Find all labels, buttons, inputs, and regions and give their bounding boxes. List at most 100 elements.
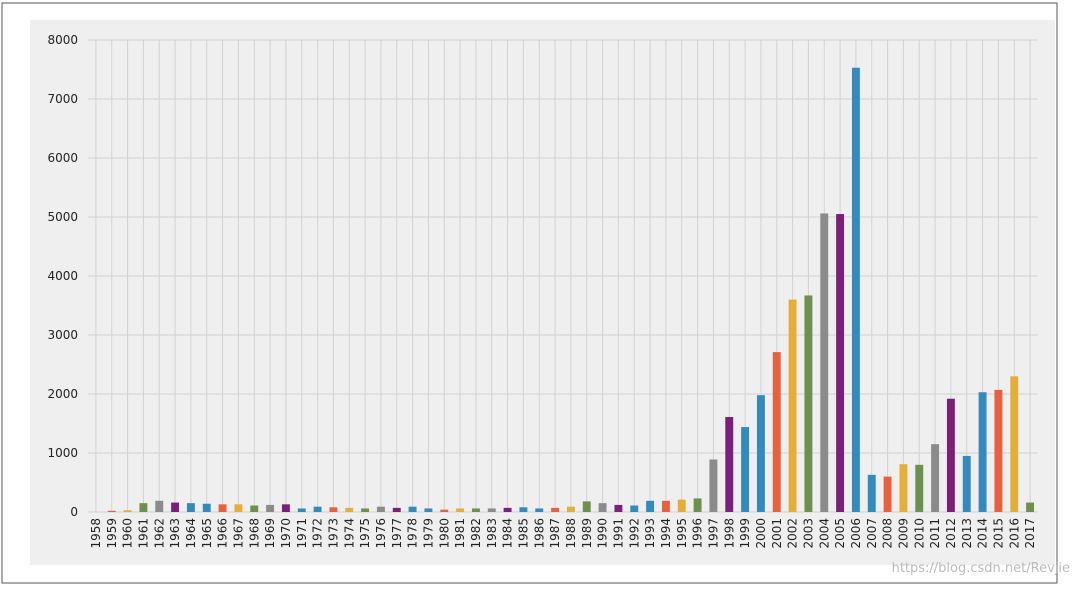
bar [551,507,560,512]
bar [234,504,243,512]
x-tick-label: 1967 [231,518,245,549]
bar [376,506,385,512]
bar [297,508,306,512]
bar [614,504,623,512]
x-tick-label: 1978 [406,518,420,549]
bar [440,509,449,512]
bar [313,506,322,512]
bar [867,474,876,512]
bar [915,464,924,512]
x-tick-label: 1994 [659,518,673,549]
x-tick-label: 2005 [833,518,847,549]
x-tick-label: 1984 [501,518,515,549]
x-tick-label: 1969 [263,518,277,549]
x-tick-label: 2003 [801,518,815,549]
x-tick-label: 1976 [374,518,388,549]
bar [1010,376,1019,512]
bar [677,499,686,512]
y-tick-label: 3000 [47,328,78,342]
x-tick-label: 2010 [912,518,926,549]
x-tick-label: 1965 [200,518,214,549]
y-tick-label: 6000 [47,151,78,165]
x-tick-label: 1970 [279,518,293,549]
bar [456,508,465,512]
bar [962,455,971,512]
bar [392,507,401,512]
x-tick-label: 1996 [691,518,705,549]
bar [535,508,544,512]
chart-background [30,20,1055,565]
bar [946,398,955,512]
bar [345,507,354,512]
bar [1026,502,1035,512]
x-tick-label: 2015 [991,518,1005,549]
x-tick-label: 1966 [216,518,230,549]
x-tick-label: 1958 [89,518,103,549]
bar [804,295,813,512]
bar [851,67,860,512]
x-tick-label: 2013 [960,518,974,549]
bar [266,504,275,512]
x-tick-label: 2009 [896,518,910,549]
bar [661,500,670,512]
bar [171,502,180,512]
bar [155,500,164,512]
x-tick-label: 1973 [326,518,340,549]
x-tick-label: 1990 [596,518,610,549]
x-tick-label: 1959 [105,518,119,549]
bar [503,507,512,512]
bar [250,505,259,512]
x-tick-label: 1968 [247,518,261,549]
x-tick-label: 2000 [754,518,768,549]
bar [519,507,528,512]
x-tick-label: 2008 [881,518,895,549]
x-tick-label: 1962 [152,518,166,549]
x-tick-label: 1964 [184,518,198,549]
bar [487,508,496,512]
bar [218,504,227,512]
x-tick-label: 2007 [865,518,879,549]
bar [931,444,940,512]
x-tick-label: 2006 [849,518,863,549]
bar [756,395,765,512]
x-tick-label: 1977 [390,518,404,549]
bar [772,352,781,512]
x-tick-label: 1986 [532,518,546,549]
bar [994,389,1003,512]
watermark: https://blog.csdn.net/Revjie [892,561,1070,576]
x-tick-label: 1985 [516,518,530,549]
x-tick-label: 2002 [786,518,800,549]
y-tick-label: 5000 [47,210,78,224]
x-tick-label: 1999 [738,518,752,549]
x-tick-label: 1960 [121,518,135,549]
bar [123,510,132,512]
x-tick-label: 1987 [548,518,562,549]
x-tick-label: 2017 [1023,518,1037,549]
bar [186,503,195,512]
x-tick-label: 1979 [421,518,435,549]
y-tick-label: 7000 [47,92,78,106]
x-tick-label: 1974 [342,518,356,549]
x-tick-label: 1983 [485,518,499,549]
bar [361,508,370,512]
bar [646,500,655,512]
bar [424,508,433,512]
x-tick-label: 1998 [722,518,736,549]
x-tick-label: 1997 [706,518,720,549]
x-tick-label: 1971 [295,518,309,549]
bar [598,503,607,512]
x-tick-label: 1975 [358,518,372,549]
x-tick-label: 2001 [770,518,784,549]
bar [725,417,734,512]
x-tick-label: 2016 [1007,518,1021,549]
y-tick-label: 4000 [47,269,78,283]
bar [788,299,797,512]
x-tick-label: 2004 [817,518,831,549]
x-tick-label: 1982 [469,518,483,549]
x-tick-label: 1981 [453,518,467,549]
bar [329,507,338,512]
x-tick-label: 2011 [928,518,942,549]
bar [836,214,845,513]
x-tick-label: 1963 [168,518,182,549]
x-tick-label: 1991 [611,518,625,549]
